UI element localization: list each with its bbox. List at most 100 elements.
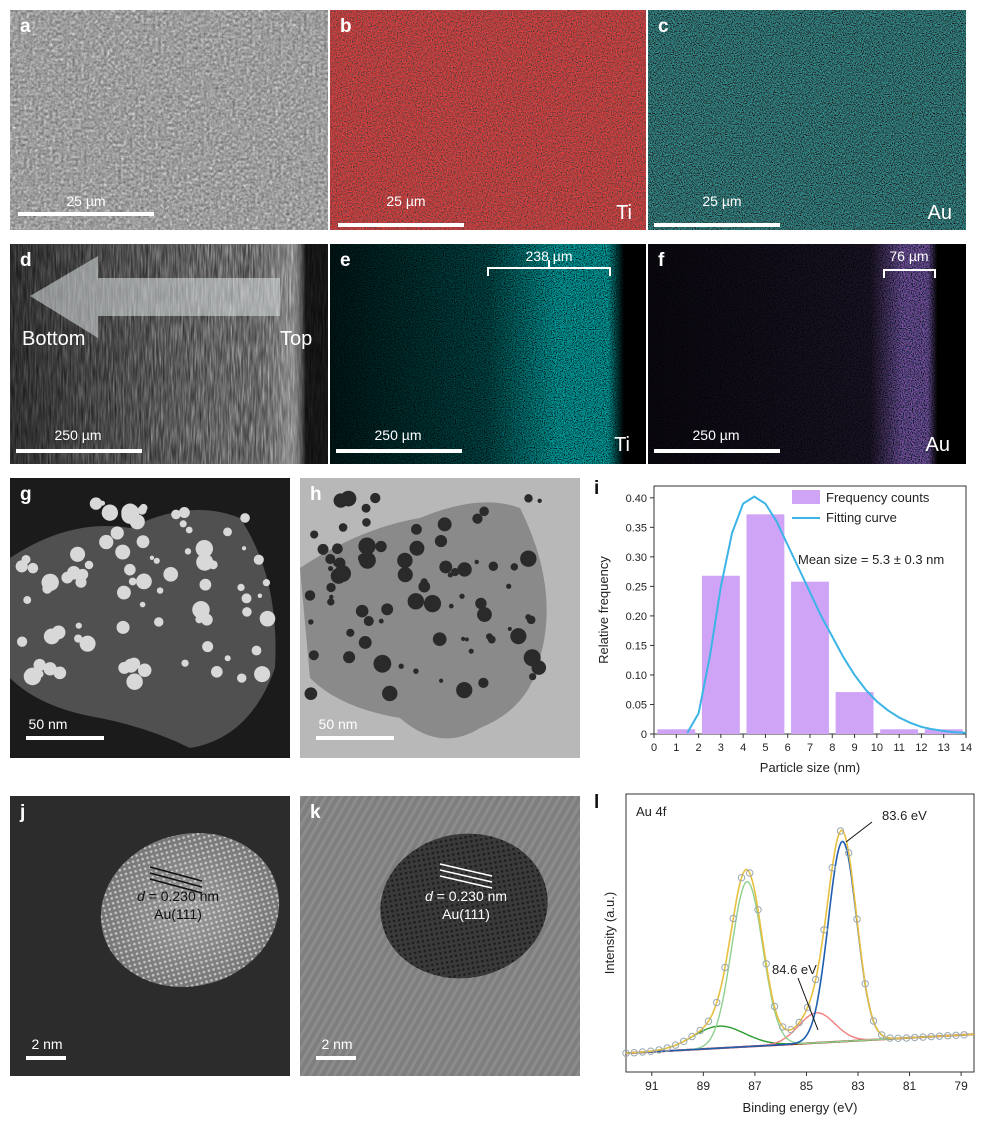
x-axis-label: Binding energy (eV): [743, 1100, 858, 1115]
data-point: [729, 914, 737, 923]
data-point: [812, 975, 820, 984]
panel-label: d: [20, 250, 32, 271]
y-tick-label: 0.10: [626, 670, 647, 682]
x-tick-label: 2: [696, 742, 702, 754]
panel-l-xps: l 91 89 87 85 83 81 79 Binding energy (eV) Inten…: [590, 790, 986, 1124]
y-tick-label: 0.25: [626, 581, 647, 593]
panel-g-haadf: g 50 nm: [10, 478, 290, 758]
sem-texture: [10, 10, 328, 230]
spectrum-label: Au 4f: [636, 804, 667, 819]
data-point: [762, 960, 770, 968]
data-point: [779, 1023, 787, 1031]
data-point: [737, 874, 746, 882]
data-point: [878, 1031, 886, 1039]
panel-d-cross-section: d Bottom Top 250 µm: [10, 244, 328, 464]
ti-cross-map-texture: [330, 244, 646, 464]
scale-bar: [338, 223, 464, 227]
scale-bar: [18, 212, 154, 216]
au-map-texture: [648, 10, 966, 230]
element-label: Au: [925, 434, 950, 456]
arrow-icon: [30, 256, 280, 338]
x-tick-label: 12: [915, 742, 927, 754]
x-tick-label: 81: [903, 1079, 917, 1093]
histogram-bar: [880, 729, 919, 734]
x-tick-label: 85: [800, 1079, 814, 1093]
panel-j-hrtem: j d = 0.230 nm Au(111) 2 nm: [10, 796, 290, 1076]
data-point: [845, 849, 853, 857]
histogram-bar: [657, 729, 696, 734]
x-tick-label: 6: [785, 742, 791, 754]
data-point: [770, 1002, 779, 1011]
data-point: [787, 1026, 795, 1034]
scale-text: 25 µm: [66, 193, 106, 209]
x-tick-label: 11: [893, 742, 904, 754]
element-label: Ti: [614, 434, 630, 456]
panel-label: c: [658, 16, 669, 37]
x-tick-label: 1: [673, 742, 679, 754]
panel-label: e: [340, 250, 351, 271]
hrtem-bf-image: [300, 796, 580, 1076]
data-point: [919, 1033, 927, 1041]
data-point: [688, 1032, 696, 1041]
x-tick-label: 89: [697, 1079, 711, 1093]
bracket: [487, 260, 611, 276]
scale-text: 2 nm: [321, 1036, 353, 1052]
annotation-line: [845, 821, 873, 843]
x-tick-label: 14: [960, 742, 972, 754]
data-point: [671, 1041, 680, 1049]
data-point: [911, 1033, 919, 1042]
d-spacing-label: d = 0.230 nm: [136, 888, 220, 904]
bottom-label: Bottom: [22, 328, 86, 350]
data-point: [721, 963, 729, 972]
data-point: [795, 1018, 803, 1027]
y-tick-label: 0: [641, 729, 647, 741]
data-point: [647, 1047, 655, 1055]
bracket-label: 238 µm: [525, 248, 573, 264]
y-tick-label: 0.20: [626, 611, 647, 623]
x-tick-label: 3: [718, 742, 724, 754]
panel-a-sem: a 25 µm: [10, 10, 328, 230]
histogram-bar: [701, 575, 740, 734]
y-tick-label: 0.30: [626, 552, 647, 564]
data-point: [944, 1032, 952, 1040]
y-axis-label: Relative frequency: [596, 556, 611, 664]
data-point: [704, 1017, 713, 1025]
x-tick-label: 5: [762, 742, 768, 754]
data-point: [696, 1026, 704, 1035]
panel-k-hrtem-bf: k d = 0.230 nm Au(111) 2 nm: [300, 796, 580, 1076]
x-axis-label: Particle size (nm): [760, 760, 860, 775]
x-tick-label: 4: [740, 742, 746, 754]
legend-label: Fitting curve: [826, 510, 897, 525]
scale-text: 25 µm: [386, 193, 426, 209]
data-point: [754, 906, 762, 914]
legend-label: Frequency counts: [826, 490, 930, 505]
y-tick-label: 0.35: [626, 522, 647, 534]
scale-bar: [316, 1056, 356, 1060]
panel-label: k: [310, 802, 321, 823]
plane-label: Au(111): [154, 906, 202, 922]
y-tick-label: 0.40: [626, 493, 647, 505]
x-tick-label: 8: [829, 742, 835, 754]
panel-label: f: [658, 250, 665, 271]
data-point: [952, 1031, 960, 1040]
data-point: [869, 1017, 878, 1025]
top-label: Top: [280, 328, 313, 350]
x-tick-label: 0: [651, 742, 657, 754]
scale-bar: [26, 736, 104, 740]
legend-swatch-bar: [792, 490, 820, 504]
x-tick-label: 7: [807, 742, 813, 754]
data-point: [638, 1048, 647, 1056]
panel-label: g: [20, 484, 32, 505]
data-point: [622, 1049, 630, 1057]
panel-f-au-cross-map: f 76 µm 250 µm Au: [648, 244, 966, 464]
plot-frame: [625, 793, 975, 1073]
scale-text: 25 µm: [702, 193, 742, 209]
y-tick-label: 0.05: [626, 699, 647, 711]
scale-text: 50 nm: [318, 716, 358, 732]
bracket-label: 76 µm: [889, 248, 929, 264]
data-point: [655, 1046, 663, 1054]
data-point: [680, 1037, 688, 1046]
histogram-bar: [791, 581, 829, 734]
panel-label: l: [594, 792, 600, 813]
data-point: [828, 864, 836, 872]
